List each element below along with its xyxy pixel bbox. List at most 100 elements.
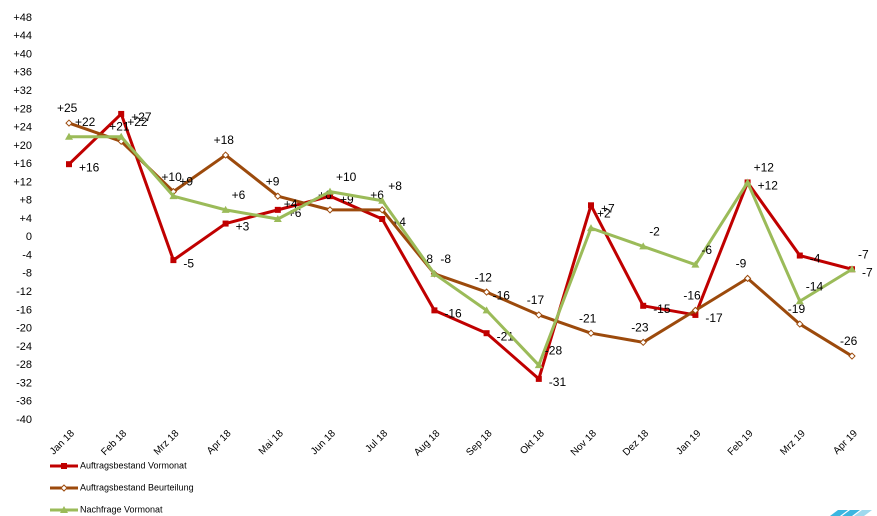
marker (326, 187, 334, 195)
marker (326, 206, 334, 214)
y-tick-label: -24 (16, 341, 32, 353)
x-tick-label: Jun 18 (309, 428, 338, 457)
marker (482, 288, 491, 296)
data-label: -26 (840, 334, 858, 348)
y-tick-label: -40 (16, 414, 32, 426)
line (69, 135, 853, 367)
marker (221, 205, 230, 213)
x-tick-label: Nov 18 (569, 428, 599, 458)
data-label: -9 (736, 257, 747, 271)
data-label: -17 (705, 311, 723, 325)
marker (848, 265, 856, 273)
data-label: +22 (127, 115, 148, 129)
series: +25+21+10+18+9+6 +6-8-12-17-21-23-16-9-19… (57, 101, 858, 360)
marker (378, 206, 386, 214)
marker (274, 206, 281, 213)
marker (587, 329, 595, 337)
x-tick-label: Mai 18 (257, 428, 286, 457)
marker (743, 274, 752, 283)
series: +22 +22 +9 +6 +4 +10 +8 -8 -16 -28 +2 -2 -6 +12 -14 -7 (65, 115, 869, 369)
logo (830, 510, 872, 516)
data-label: -8 (440, 252, 451, 266)
data-label: +3 (236, 220, 250, 234)
marker (587, 224, 595, 232)
legend-label: Auftragsbestand Vormonat (80, 460, 187, 470)
data-label: -5 (183, 256, 194, 270)
y-tick-label: +36 (13, 67, 32, 79)
y-tick-label: 0 (26, 231, 32, 243)
y-tick-label: +40 (13, 48, 32, 60)
line (67, 112, 853, 381)
marker (639, 242, 648, 250)
x-tick-label: Feb 19 (726, 428, 756, 458)
y-tick-label: -32 (16, 377, 32, 389)
y-tick-label: +16 (13, 158, 32, 170)
marker (848, 352, 856, 360)
y-tick-label: -36 (16, 396, 32, 408)
marker (65, 119, 73, 127)
marker (169, 192, 178, 200)
data-label: +10 (336, 170, 357, 184)
data-label: +27 (131, 110, 152, 124)
marker (118, 110, 125, 117)
y-tick-label: +12 (13, 176, 32, 188)
line (68, 121, 853, 358)
data-label: -23 (631, 321, 649, 335)
data-label: -17 (527, 293, 545, 307)
y-tick-label: -20 (16, 323, 32, 335)
y-tick-label: -16 (16, 304, 32, 316)
data-label: -8 (422, 252, 433, 266)
data-label: -14 (806, 279, 824, 293)
x-tick-label: Feb 18 (99, 428, 129, 458)
data-label: +9 (266, 174, 280, 188)
x-tick-label: Apr 19 (831, 428, 860, 457)
x-tick-label: Jan 19 (674, 428, 703, 457)
marker (170, 257, 177, 264)
data-label: +9 (179, 174, 193, 188)
marker (588, 202, 594, 209)
data-label: +12 (754, 161, 775, 175)
data-label: +4 (284, 197, 298, 211)
data-label: +16 (79, 160, 100, 174)
marker (221, 151, 230, 159)
data-label: -16 (444, 307, 462, 321)
y-tick-label: +20 (13, 140, 32, 152)
y-tick-label: -8 (22, 268, 32, 280)
data-label: +21 (109, 120, 130, 134)
data-label: -7 (858, 247, 869, 261)
data-label: -4 (810, 252, 821, 266)
data-label: +10 (161, 170, 182, 184)
y-tick-label: -12 (16, 286, 32, 298)
x-tick-label: Aug 18 (412, 428, 442, 458)
marker (117, 132, 126, 140)
data-label: -16 (493, 289, 511, 303)
legend-label: Auftragsbestand Beurteilung (80, 482, 194, 492)
marker (273, 215, 282, 222)
marker (379, 216, 386, 222)
y-tick-label: +8 (19, 195, 32, 207)
marker (431, 307, 438, 314)
x-tick-label: Dez 18 (621, 428, 651, 458)
x-tick-label: Jan 18 (48, 428, 77, 457)
legend-marker (60, 484, 68, 492)
marker (65, 132, 73, 140)
x-tick-label: Sep 18 (464, 428, 494, 458)
y-tick-label: +32 (13, 85, 32, 97)
data-label: -21 (579, 311, 597, 325)
marker (483, 330, 490, 337)
y-tick-label: +48 (13, 12, 32, 24)
marker (482, 306, 491, 314)
legend-label: Nachfrage Vormonat (80, 504, 163, 514)
data-label: +22 (75, 115, 96, 129)
data-label: -31 (549, 375, 567, 389)
y-tick-label: +24 (13, 122, 32, 134)
marker (378, 196, 387, 204)
marker (796, 252, 803, 259)
marker (691, 260, 700, 268)
marker (535, 311, 543, 319)
data-label: +18 (214, 133, 235, 147)
marker (535, 375, 542, 382)
data-label: -15 (653, 302, 671, 316)
x-tick-label: Mrz 19 (778, 428, 808, 458)
data-label: -28 (545, 343, 563, 357)
